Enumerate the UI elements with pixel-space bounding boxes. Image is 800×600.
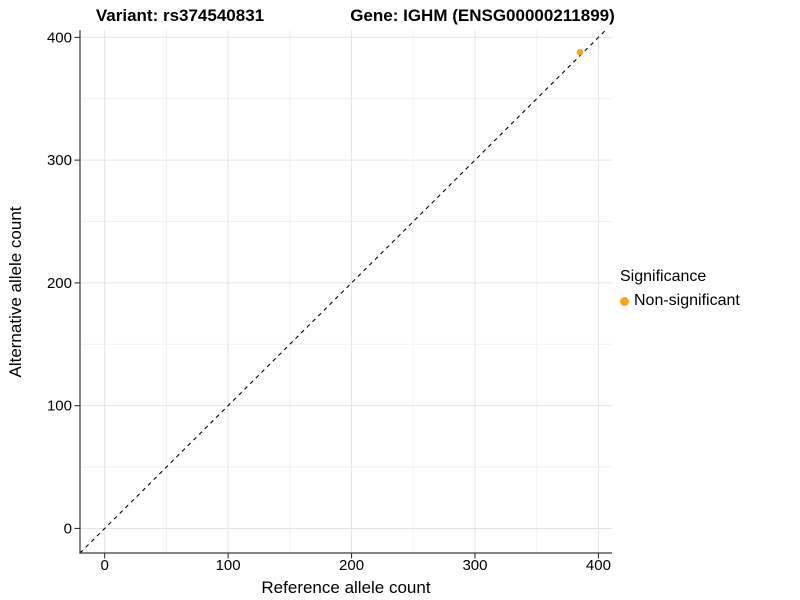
legend-entry-non-significant: Non-significant: [620, 292, 740, 310]
plot-title-gene: Gene: IGHM (ENSG00000211899): [350, 6, 615, 25]
x-tick-label: 300: [462, 557, 487, 574]
identity-dashed-line: [79, 29, 607, 554]
x-tick-label: 100: [216, 557, 241, 574]
data-point: [576, 48, 584, 56]
y-axis-label: Alternative allele count: [6, 206, 25, 378]
x-tick-label: 0: [101, 557, 109, 574]
legend-title: Significance: [620, 268, 707, 285]
y-tick-label: 300: [47, 152, 72, 169]
x-axis-label: Reference allele count: [261, 578, 431, 597]
y-tick-label: 400: [47, 29, 72, 46]
x-tick-label: 400: [586, 557, 611, 574]
legend-entry-label: Non-significant: [634, 292, 740, 309]
plot-title-variant: Variant: rs374540831: [95, 6, 265, 25]
x-tick-label: 200: [339, 557, 364, 574]
legend-point-icon: [620, 296, 629, 306]
y-tick-label: 0: [64, 520, 72, 537]
y-tick-label: 100: [47, 398, 72, 415]
y-tick-label: 200: [47, 275, 72, 292]
legend: Significance Non-significant: [620, 268, 740, 310]
panel-background: [80, 30, 612, 553]
